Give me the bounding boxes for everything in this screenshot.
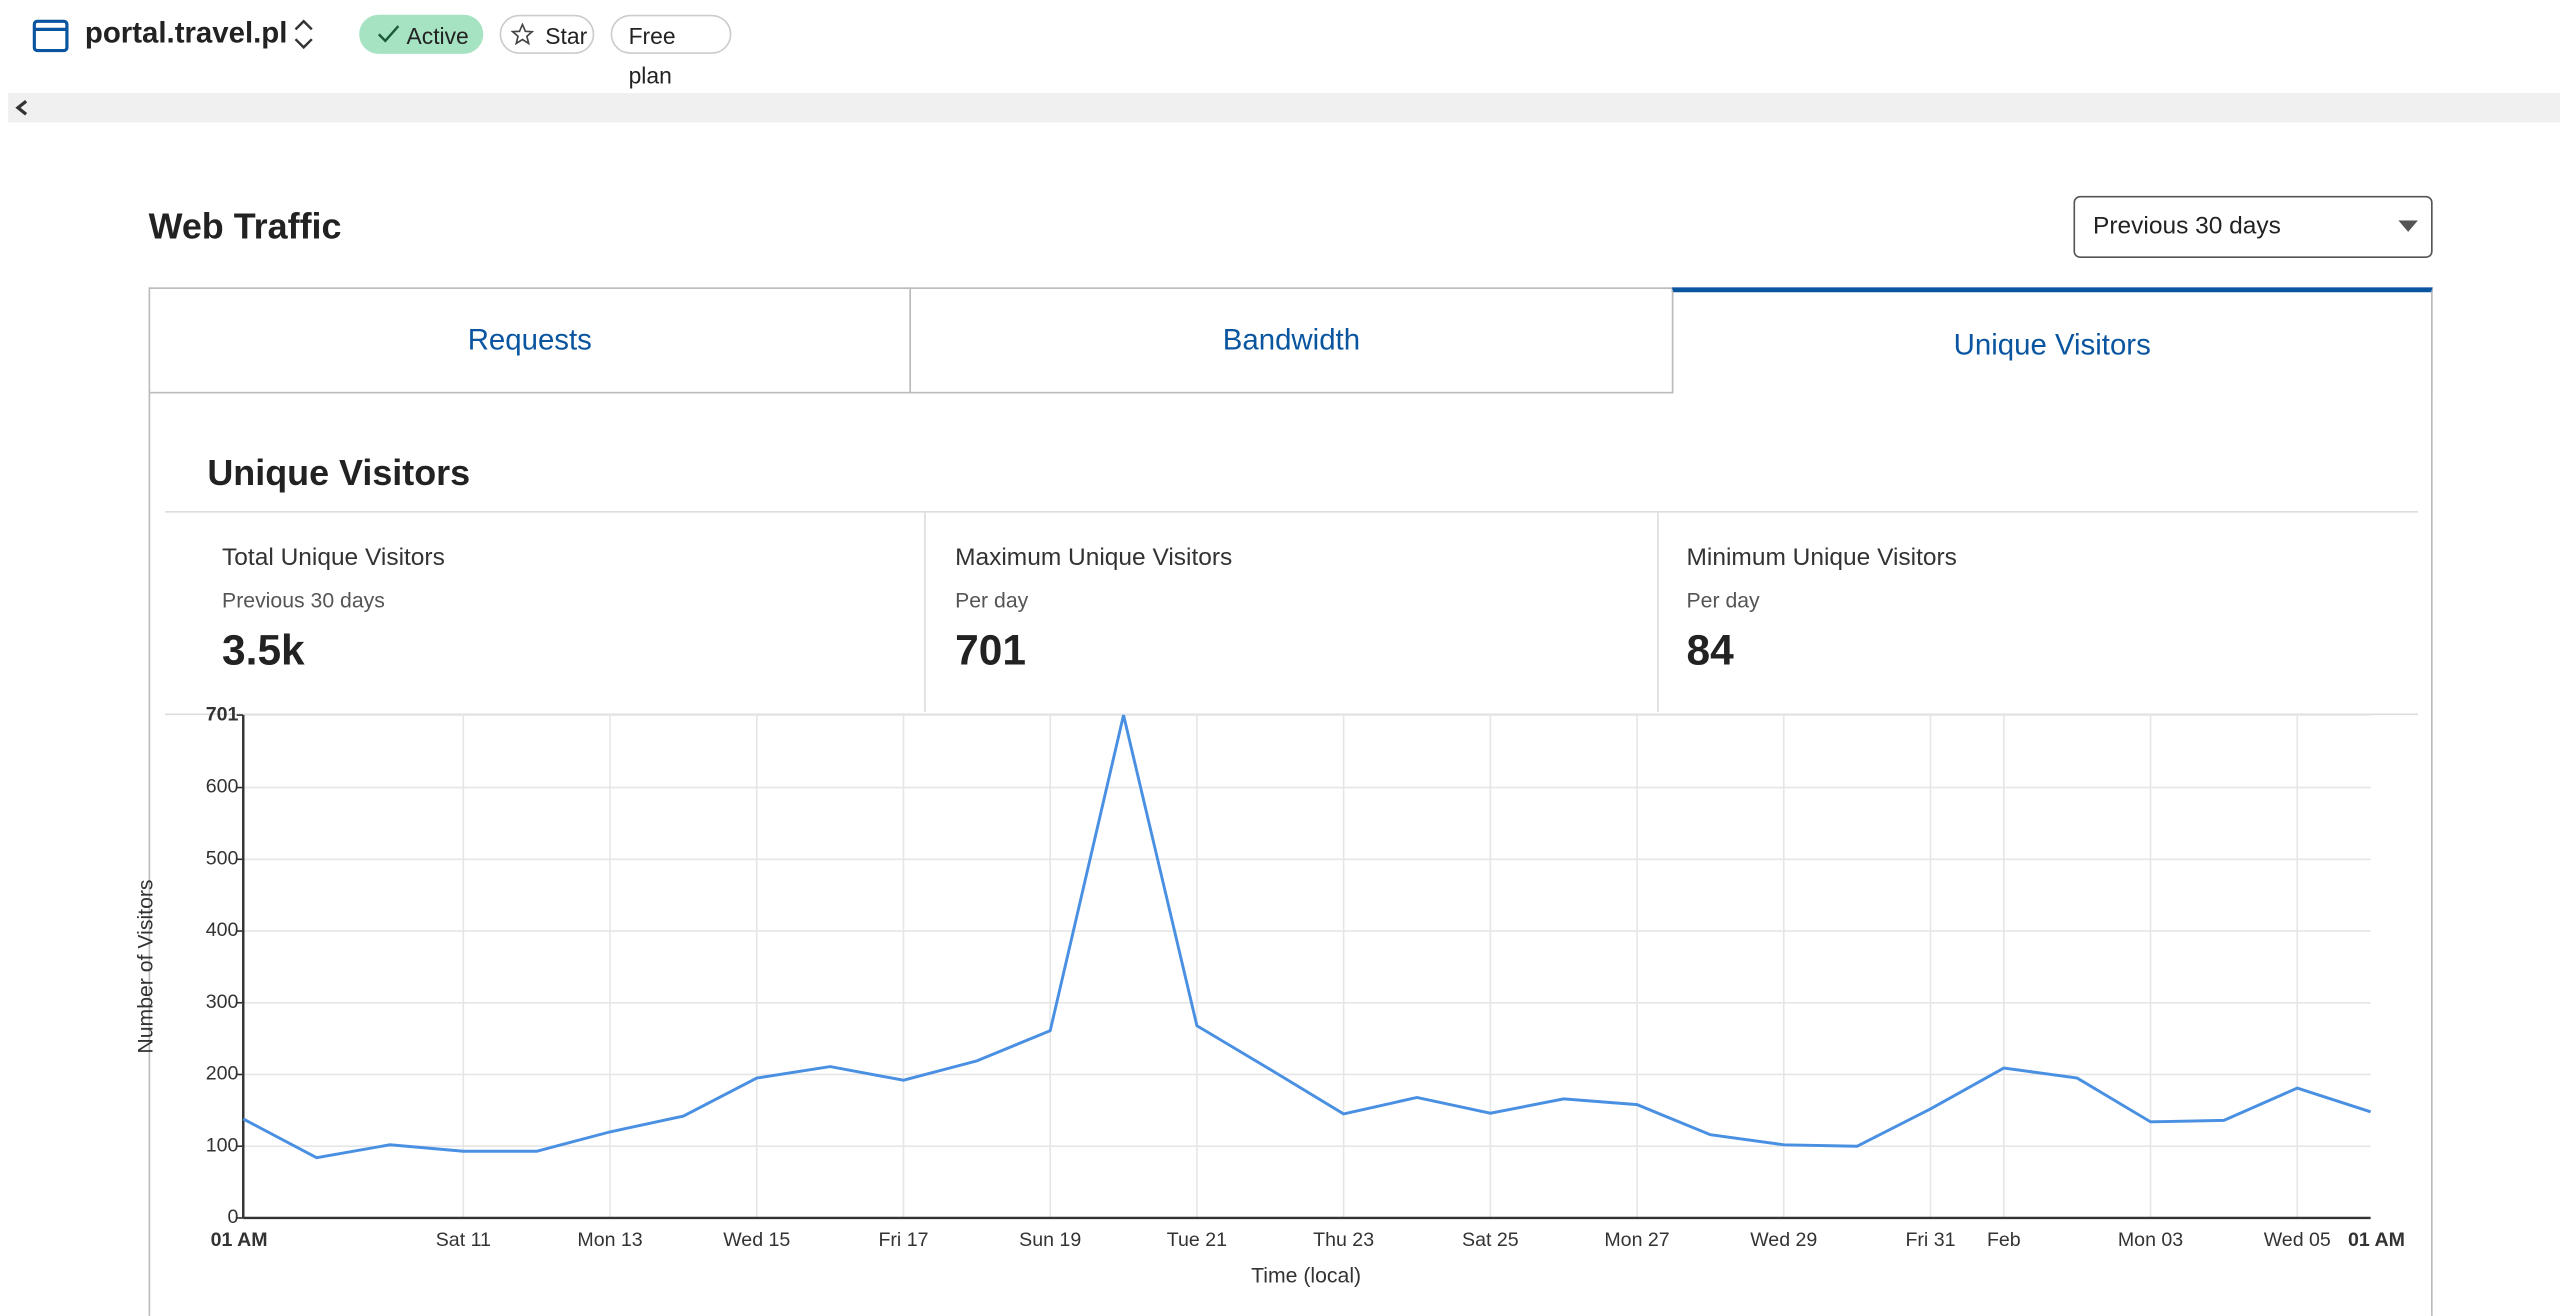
y-tick-label: 300 <box>206 991 239 1013</box>
x-axis-label: Time (local) <box>1251 1264 1361 1287</box>
stat-sub: Previous 30 days <box>222 587 385 613</box>
x-tick-label: Thu 23 <box>1313 1229 1374 1251</box>
y-tick-label: 0 <box>227 1206 238 1228</box>
y-tick-label: 701 <box>206 703 239 725</box>
x-tick-label: Sat 11 <box>436 1229 491 1251</box>
collapse-bar <box>8 93 2560 123</box>
x-tick-label: 01 AM <box>2348 1229 2405 1251</box>
star-text: Star <box>545 22 588 49</box>
x-tick-label: Feb <box>1987 1229 2021 1251</box>
stat-label: Total Unique Visitors <box>222 543 445 572</box>
x-tick-label: Fri 17 <box>878 1229 928 1251</box>
range-select-text: Previous 30 days <box>2093 212 2281 240</box>
status-text: Active <box>406 22 469 49</box>
tab-label: Requests <box>467 323 592 356</box>
y-tick-label: 200 <box>206 1063 239 1085</box>
panel-title: Unique Visitors <box>207 452 471 494</box>
y-axis-label: Number of Visitors <box>135 879 158 1053</box>
stat-value: 701 <box>955 625 1026 675</box>
stats-divider <box>924 511 926 712</box>
x-tick-label: Mon 27 <box>1604 1229 1669 1251</box>
star-icon <box>511 22 534 46</box>
y-tick-label: 500 <box>206 847 239 869</box>
data-line <box>242 714 2372 1160</box>
site-icon <box>32 19 69 53</box>
x-tick-label: Sun 19 <box>1019 1229 1081 1251</box>
section-title: Web Traffic <box>148 205 342 247</box>
stat-sub: Per day <box>1686 587 1760 613</box>
tab-panel <box>148 287 2433 1316</box>
plan-pill[interactable]: Free plan <box>610 14 732 88</box>
site-switcher[interactable] <box>292 18 315 51</box>
y-tick-label: 600 <box>206 776 239 798</box>
stats-divider <box>1657 511 1659 712</box>
x-tick-label: Tue 21 <box>1167 1229 1227 1251</box>
y-tick-label: 100 <box>206 1134 239 1156</box>
x-tick-label: Mon 13 <box>577 1229 642 1251</box>
tab-label: Bandwidth <box>1222 323 1361 356</box>
site-name[interactable]: portal.travel.pl <box>84 16 288 49</box>
tab[interactable]: Bandwidth <box>909 287 1674 394</box>
stat-label: Maximum Unique Visitors <box>955 543 1233 572</box>
stat-sub: Per day <box>955 587 1029 613</box>
x-tick-label: Sat 25 <box>1462 1229 1519 1251</box>
y-tick-label: 400 <box>206 919 239 941</box>
status-pill: Active <box>359 14 484 54</box>
range-select[interactable]: Previous 30 days <box>2073 195 2433 258</box>
stat-value: 84 <box>1686 625 1734 675</box>
select-arrow <box>2398 220 2418 232</box>
star-button[interactable]: Star <box>499 14 595 54</box>
stat-label: Minimum Unique Visitors <box>1686 543 1957 572</box>
x-tick-label: Wed 05 <box>2264 1229 2331 1251</box>
x-tick-label: Wed 15 <box>723 1229 790 1251</box>
x-tick-label: 01 AM <box>211 1229 268 1251</box>
tab-active[interactable]: Unique Visitors <box>1671 287 2433 394</box>
stat-value: 3.5k <box>222 625 305 675</box>
x-tick-label: Mon 03 <box>2118 1229 2183 1251</box>
x-tick-label: Wed 29 <box>1750 1229 1817 1251</box>
check-icon <box>377 25 400 43</box>
collapse-button[interactable] <box>13 98 33 118</box>
x-tick-label: Fri 31 <box>1905 1229 1955 1251</box>
tab-label: Unique Visitors <box>1953 328 2151 361</box>
plan-text: Free plan <box>628 22 676 89</box>
